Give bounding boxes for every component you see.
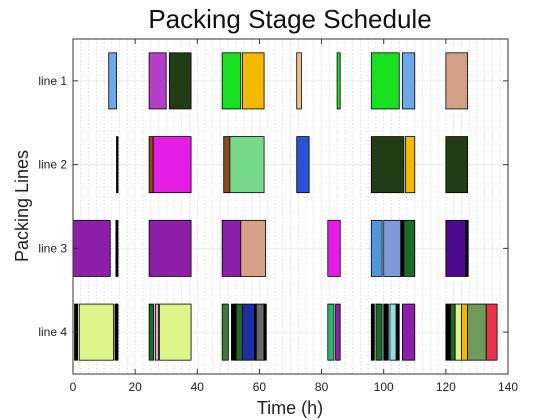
task-bar [465,219,469,277]
task-bar [240,219,267,277]
x-tick-label: 80 [315,380,329,394]
x-axis-label: Time (h) [257,398,323,418]
x-tick-label: 0 [70,380,77,394]
task-bar [148,52,167,110]
task-bar [221,219,242,277]
task-bar [450,303,456,361]
task-bar [223,136,231,194]
task-bar [296,136,310,194]
x-tick-label: 20 [128,380,142,394]
task-bar [152,136,192,194]
task-bar [108,52,117,110]
task-bar [255,303,265,361]
task-bar [403,219,416,277]
task-bar [467,303,487,361]
task-bar [383,219,402,277]
task-bar [158,303,192,361]
task-bar [221,52,242,110]
y-tick-label: line 4 [38,325,67,339]
x-tick-label: 60 [253,380,267,394]
task-bar [445,136,469,194]
task-bar [154,303,159,361]
task-bar [148,136,154,194]
task-bar [383,303,389,361]
task-bar [148,219,192,277]
x-tick-label: 100 [374,380,394,394]
task-bar [395,303,400,361]
x-tick-label: 140 [498,380,518,394]
task-bar [116,136,119,194]
task-bar [327,219,341,277]
task-bar [445,303,451,361]
plot-frame [72,38,509,375]
y-tick-label: line 3 [38,241,67,255]
task-bar [327,303,335,361]
task-bar [229,136,265,194]
task-bars [72,52,498,361]
task-bar [168,52,192,110]
task-bar [336,52,341,110]
task-bar [370,52,400,110]
task-bar [335,303,341,361]
grid-lines [72,39,509,374]
task-bar [389,303,397,361]
task-bar [454,303,462,361]
task-bar [445,52,469,110]
task-bar [115,219,119,277]
task-bar [78,303,114,361]
task-bar [235,303,243,361]
task-bar [460,303,469,361]
y-tick-label: line 2 [38,158,67,172]
task-bar [370,219,383,277]
task-bar [221,303,229,361]
x-tick-label: 120 [436,380,456,394]
task-bar [370,136,405,194]
task-bar [72,219,111,277]
task-bar [485,303,498,361]
task-bar [405,136,416,194]
y-axis-label: Packing Lines [12,150,32,262]
task-bar [296,52,302,110]
task-bar [263,303,267,361]
task-bar [241,52,265,110]
task-bar [114,303,119,361]
task-bar [375,303,383,361]
task-bar [241,303,256,361]
y-axis-ticks: line 1 line 2 line 3 line 4 [38,74,508,339]
task-bar [148,303,155,361]
task-bar [231,303,237,361]
task-bar [445,219,467,277]
task-bar [401,52,416,110]
x-axis-ticks: 0 20 40 60 80 100 120 140 [70,39,518,394]
task-bar [401,303,416,361]
y-tick-label: line 1 [38,74,67,88]
x-tick-label: 40 [191,380,205,394]
task-bar [370,303,375,361]
task-bar [400,219,405,277]
chart-title: Packing Stage Schedule [148,4,431,34]
